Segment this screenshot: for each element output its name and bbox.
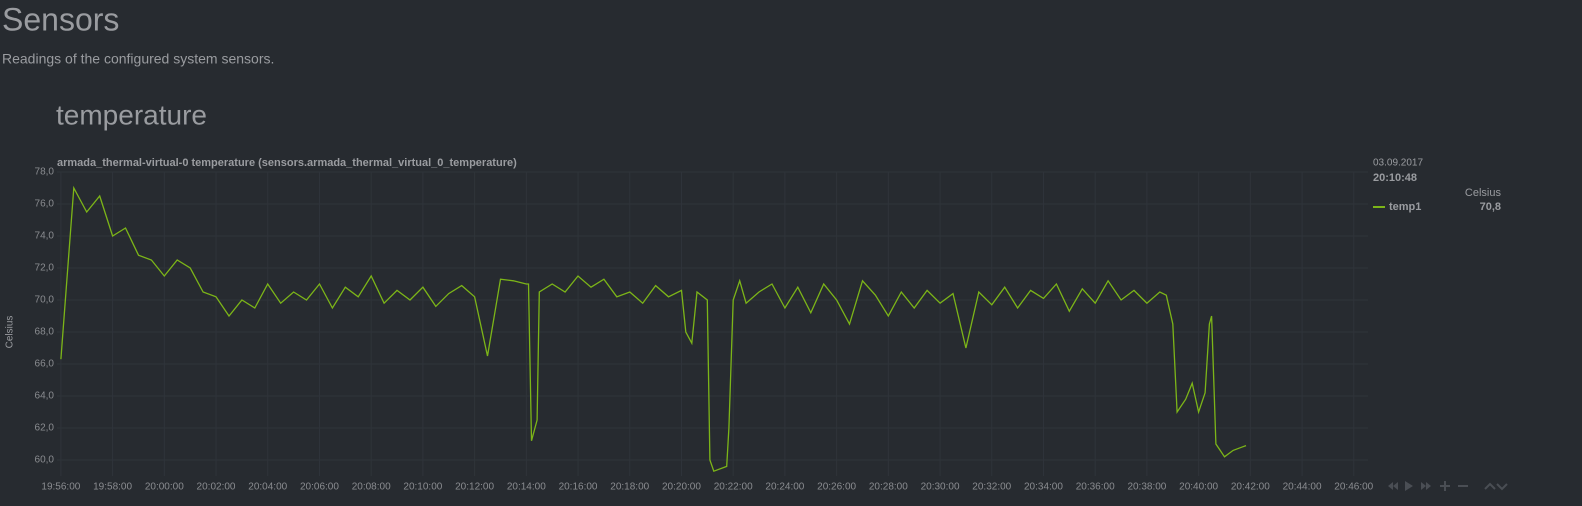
- pan-right-button[interactable]: [1421, 482, 1431, 490]
- section-title: temperature: [56, 99, 207, 130]
- resize-up-button[interactable]: [1484, 482, 1496, 490]
- y-tick-label: 72,0: [35, 263, 55, 274]
- x-tick-label: 20:24:00: [765, 482, 804, 493]
- zoom-in-button[interactable]: [1440, 481, 1450, 491]
- y-tick-label: 74,0: [35, 231, 55, 242]
- x-tick-label: 20:36:00: [1076, 482, 1115, 493]
- y-tick-label: 66,0: [35, 359, 55, 370]
- legend-time: 20:10:48: [1373, 172, 1417, 184]
- zoom-out-button[interactable]: [1458, 485, 1468, 487]
- x-tick-label: 20:16:00: [559, 482, 598, 493]
- x-tick-label: 20:06:00: [300, 482, 339, 493]
- x-tick-label: 20:00:00: [145, 482, 184, 493]
- x-tick-label: 20:28:00: [869, 482, 908, 493]
- legend-name[interactable]: temp1: [1389, 201, 1421, 213]
- x-tick-label: 20:40:00: [1179, 482, 1218, 493]
- x-tick-label: 20:20:00: [662, 482, 701, 493]
- y-tick-label: 76,0: [35, 199, 55, 210]
- y-tick-label: 62,0: [35, 423, 55, 434]
- pan-left-button[interactable]: [1388, 482, 1398, 490]
- resize-down-button[interactable]: [1496, 483, 1508, 491]
- x-tick-label: 20:02:00: [197, 482, 236, 493]
- x-tick-label: 20:04:00: [248, 482, 287, 493]
- x-tick-label: 19:58:00: [93, 482, 132, 493]
- x-tick-label: 20:14:00: [507, 482, 546, 493]
- x-tick-label: 20:10:00: [403, 482, 442, 493]
- page-subtitle: Readings of the configured system sensor…: [2, 51, 274, 67]
- toolbar: [1388, 481, 1508, 491]
- y-axis-label: Celsius: [5, 316, 16, 349]
- y-tick-label: 64,0: [35, 391, 55, 402]
- x-tick-label: 20:12:00: [455, 482, 494, 493]
- y-tick-label: 70,0: [35, 295, 55, 306]
- legend-date: 03.09.2017: [1373, 158, 1423, 169]
- legend-value: 70,8: [1480, 201, 1501, 213]
- y-tick-label: 68,0: [35, 327, 55, 338]
- x-tick-label: 20:30:00: [921, 482, 960, 493]
- x-tick-label: 20:08:00: [352, 482, 391, 493]
- x-tick-label: 20:26:00: [817, 482, 856, 493]
- x-tick-label: 20:42:00: [1231, 482, 1270, 493]
- x-tick-label: 20:22:00: [714, 482, 753, 493]
- y-tick-label: 60,0: [35, 455, 55, 466]
- x-tick-label: 20:46:00: [1334, 482, 1373, 493]
- x-tick-label: 20:44:00: [1283, 482, 1322, 493]
- legend-units: Celsius: [1465, 187, 1502, 199]
- x-tick-label: 20:38:00: [1127, 482, 1166, 493]
- x-tick-label: 20:32:00: [972, 482, 1011, 493]
- play-button[interactable]: [1405, 481, 1413, 491]
- x-tick-label: 19:56:00: [41, 482, 80, 493]
- page-title: Sensors: [2, 1, 119, 37]
- chart-title: armada_thermal-virtual-0 temperature (se…: [57, 157, 517, 169]
- y-tick-label: 78,0: [35, 167, 55, 178]
- x-tick-label: 20:34:00: [1024, 482, 1063, 493]
- x-tick-label: 20:18:00: [610, 482, 649, 493]
- line-series: [60, 185, 1247, 473]
